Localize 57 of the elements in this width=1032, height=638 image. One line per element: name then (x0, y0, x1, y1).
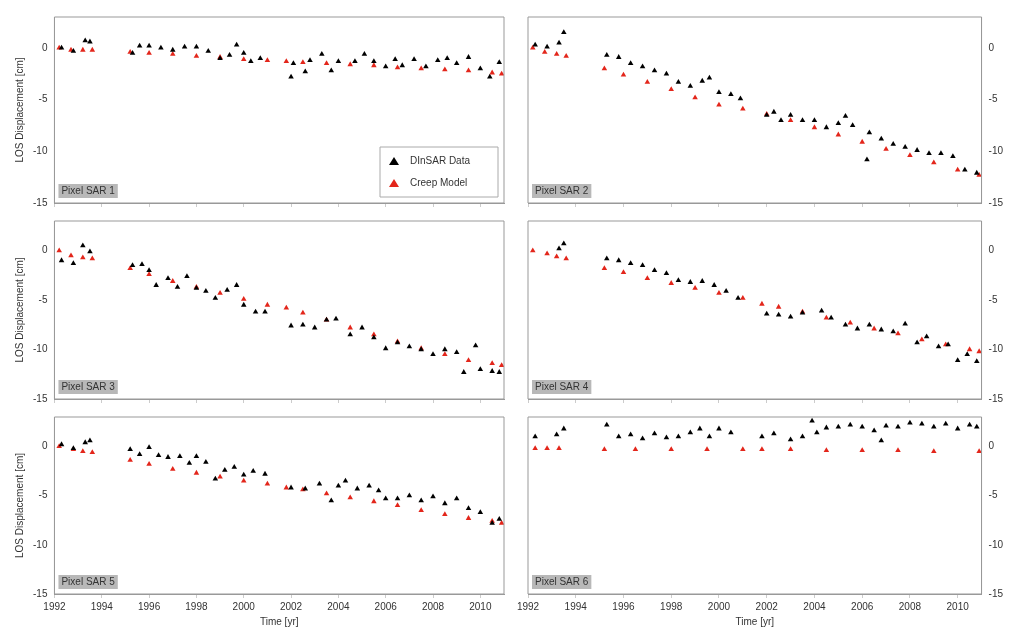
annotation: Pixel SAR 5 (61, 575, 116, 587)
y-tick-label: -15 (33, 587, 48, 599)
y2-tick-label: -10 (988, 343, 1004, 355)
x-tick-label: 1996 (612, 600, 636, 612)
x-tick-label: 2006 (851, 600, 874, 612)
x-tick-label: 2004 (327, 600, 350, 612)
y2-tick-label: -10 (988, 538, 1004, 550)
annotation: Pixel SAR 2 (535, 184, 589, 196)
x-tick-label: 2010 (469, 600, 492, 612)
x-tick-label: 2010 (946, 600, 970, 612)
y-tick-label: -5 (38, 293, 48, 305)
y-tick-label: -5 (38, 93, 48, 105)
x-tick-label: 2000 (232, 600, 256, 612)
y2-tick-label: -5 (988, 489, 998, 501)
y2-tick-label: -5 (988, 93, 998, 105)
x-tick-label: 1994 (90, 600, 114, 612)
x-axis-title: Time [yr] (259, 615, 299, 627)
y2-tick-label: 0 (988, 41, 995, 53)
x-tick-label: 1994 (564, 600, 588, 612)
y-tick-label: -10 (33, 538, 48, 550)
x-tick-label: 1998 (660, 600, 683, 612)
y-tick-label: -10 (33, 343, 48, 355)
x-tick-label: 1992 (43, 600, 67, 612)
x-tick-label: 2008 (421, 600, 445, 612)
x-tick-label: 2002 (755, 600, 779, 612)
x-tick-label: 1998 (185, 600, 208, 612)
legend-label: DInSAR Data (410, 154, 471, 166)
y-tick-label: -15 (33, 196, 48, 208)
x-tick-label: 2002 (279, 600, 303, 612)
y-axis-title: LOS Displacement [cm] (13, 257, 25, 363)
x-tick-label: 1996 (137, 600, 161, 612)
x-axis-title: Time [yr] (735, 615, 775, 627)
y2-tick-label: -15 (988, 587, 1004, 599)
y2-tick-label: 0 (988, 244, 995, 256)
y2-tick-label: -15 (988, 196, 1004, 208)
y-tick-label: 0 (41, 440, 48, 452)
annotation: Pixel SAR 1 (61, 184, 116, 196)
y-axis-title: LOS Displacement [cm] (13, 57, 25, 163)
x-tick-label: 1992 (516, 600, 540, 612)
y2-tick-label: -15 (988, 392, 1004, 404)
y-tick-label: 0 (41, 244, 48, 256)
x-tick-label: 2000 (707, 600, 731, 612)
y-axis-title: LOS Displacement [cm] (13, 452, 25, 559)
y-tick-label: 0 (41, 41, 48, 53)
y2-tick-label: -5 (988, 293, 998, 305)
legend-label: Creep Model (410, 176, 468, 188)
y2-tick-label: 0 (988, 440, 995, 452)
y2-tick-label: -10 (988, 145, 1004, 157)
y-tick-label: -5 (38, 489, 48, 501)
annotation: Pixel SAR 6 (535, 575, 589, 587)
y-tick-label: -10 (33, 145, 48, 157)
annotation: Pixel SAR 4 (535, 380, 589, 392)
x-tick-label: 2006 (374, 600, 398, 612)
annotation: Pixel SAR 3 (61, 380, 116, 392)
y-tick-label: -15 (33, 392, 48, 404)
x-tick-label: 2008 (898, 600, 922, 612)
x-tick-label: 2004 (803, 600, 827, 612)
